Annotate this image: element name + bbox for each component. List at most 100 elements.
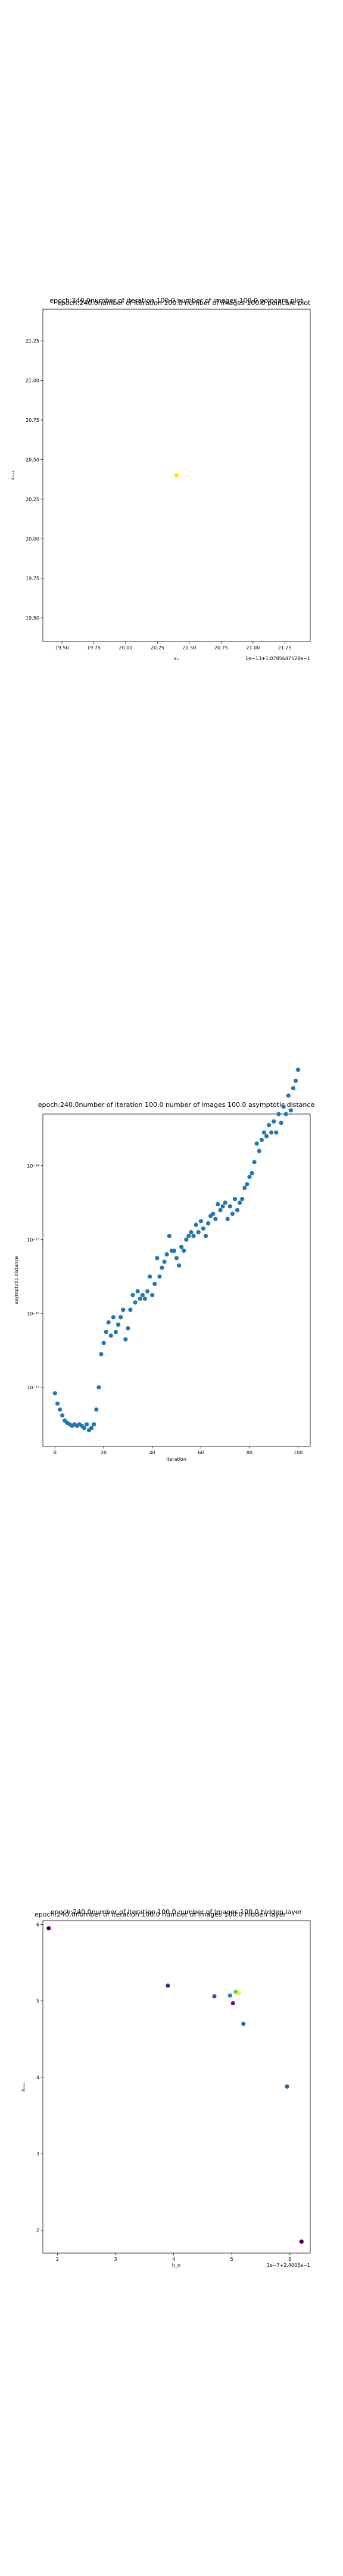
data-point <box>205 1221 211 1226</box>
data-point <box>179 1245 184 1249</box>
poincare-chart: epoch:240.0number of iteration 100.0 num… <box>10 297 311 661</box>
data-point <box>123 1337 128 1342</box>
data-point <box>82 1426 86 1430</box>
data-point <box>96 1385 101 1390</box>
data-point <box>264 1134 269 1138</box>
x-tick-label: 20.75 <box>214 645 228 651</box>
data-point <box>130 1293 135 1298</box>
data-point <box>241 2021 246 2026</box>
data-point <box>150 1293 155 1298</box>
asymptotic-figure: epoch:240.0number of iteration 100.0 num… <box>0 858 343 1716</box>
x-tick-label: 0 <box>54 1450 57 1455</box>
data-point <box>220 1204 225 1209</box>
x-tick-label: 21.25 <box>278 645 292 651</box>
data-point <box>89 1426 94 1430</box>
y-tick-label: 21.00 <box>26 378 39 384</box>
data-point <box>116 1322 121 1327</box>
data-point <box>272 1119 276 1124</box>
data-point <box>101 1340 106 1345</box>
data-point <box>142 1296 148 1301</box>
y-tick-label: 20.75 <box>26 418 39 423</box>
x-tick-label: 2 <box>56 2257 59 2262</box>
data-point <box>191 1234 196 1239</box>
data-point <box>194 1222 198 1227</box>
x-tick-label: 40 <box>149 1450 155 1455</box>
data-point <box>128 1308 133 1312</box>
data-point <box>285 2084 289 2089</box>
x-tick-label: 6 <box>288 2257 291 2262</box>
y-tick-label: 21.25 <box>26 338 39 344</box>
data-point <box>55 1401 60 1406</box>
data-point <box>52 1391 58 1396</box>
data-point <box>201 1226 205 1231</box>
x-tick-label: 20.00 <box>119 645 133 651</box>
data-point <box>111 1315 116 1320</box>
y-tick-label: 2 <box>36 2228 39 2233</box>
data-point <box>274 1130 279 1135</box>
chart-title-overlap: epoch:240.0number of iteration 100.0 num… <box>57 299 311 307</box>
data-point <box>135 1289 140 1294</box>
data-point <box>92 1422 96 1427</box>
x-tick-label: 60 <box>198 1450 204 1455</box>
data-point <box>288 1108 293 1113</box>
data-point <box>106 1320 111 1325</box>
data-point <box>167 1234 172 1239</box>
data-point <box>166 1983 170 1988</box>
data-point <box>176 1263 182 1268</box>
data-point <box>160 1265 164 1270</box>
data-point <box>293 1078 298 1083</box>
x-tick-label: 20.25 <box>151 645 164 651</box>
asymptotic-chart: epoch:240.0number of iteration 100.0 num… <box>14 1068 315 1462</box>
data-point <box>240 1197 245 1202</box>
data-point <box>286 1093 291 1098</box>
data-point <box>108 1333 113 1338</box>
x-offset-text: 1e−13+1.0785647528e−1 <box>245 656 310 661</box>
x-tick-label: 100 <box>294 1450 303 1455</box>
data-point <box>276 1112 281 1116</box>
x-tick-label: 21.00 <box>246 645 260 651</box>
y-tick-label: 19.50 <box>26 615 39 621</box>
data-point <box>232 1197 238 1202</box>
x-axis-label: iteration <box>166 1457 186 1462</box>
data-point <box>126 1326 130 1331</box>
data-point <box>259 1137 264 1142</box>
data-point <box>230 2001 235 2006</box>
data-point <box>227 1204 232 1209</box>
y-tick-label: 10⁻¹⁷ <box>27 1385 39 1390</box>
data-point <box>242 1186 247 1190</box>
y-tick-label: 5 <box>36 1999 39 2004</box>
chart-title: epoch:240.0number of iteration 100.0 num… <box>38 1101 315 1109</box>
y-axis-label: asymptotic distance <box>14 1256 19 1304</box>
data-point <box>172 1248 177 1253</box>
y-tick-label: 3 <box>36 2151 39 2157</box>
plot-frame <box>42 1920 311 2254</box>
data-point <box>236 1991 241 1996</box>
data-point <box>164 1252 169 1257</box>
data-point <box>223 1200 227 1205</box>
data-point <box>279 1121 283 1125</box>
x-tick-label: 3 <box>114 2257 117 2262</box>
data-point <box>245 1182 250 1187</box>
data-point <box>283 1112 288 1116</box>
data-point <box>57 1407 63 1412</box>
plot-frame <box>42 1113 311 1447</box>
data-point <box>216 1202 220 1206</box>
data-point <box>257 1149 261 1153</box>
data-point <box>254 1141 259 1146</box>
x-offset-text: 1e−7+2.4005e−1 <box>267 2263 310 2268</box>
data-point <box>198 1219 203 1224</box>
data-point <box>235 1208 240 1212</box>
data-point <box>238 1200 242 1205</box>
x-tick-label: 20.50 <box>182 645 196 651</box>
x-axis-label: xₙ <box>174 656 179 661</box>
data-point <box>60 1413 65 1418</box>
data-point <box>196 1230 201 1234</box>
y-tick-label: 20.25 <box>26 497 39 502</box>
x-tick-label: 5 <box>230 2257 233 2262</box>
data-point <box>267 1123 272 1128</box>
hidden-layer-chart: epoch:240.0number of iteration 100.0 num… <box>21 1908 311 2268</box>
y-tick-label: 20.50 <box>26 457 39 462</box>
data-point <box>186 1234 191 1239</box>
data-point <box>133 1300 138 1305</box>
data-point <box>140 1293 145 1298</box>
